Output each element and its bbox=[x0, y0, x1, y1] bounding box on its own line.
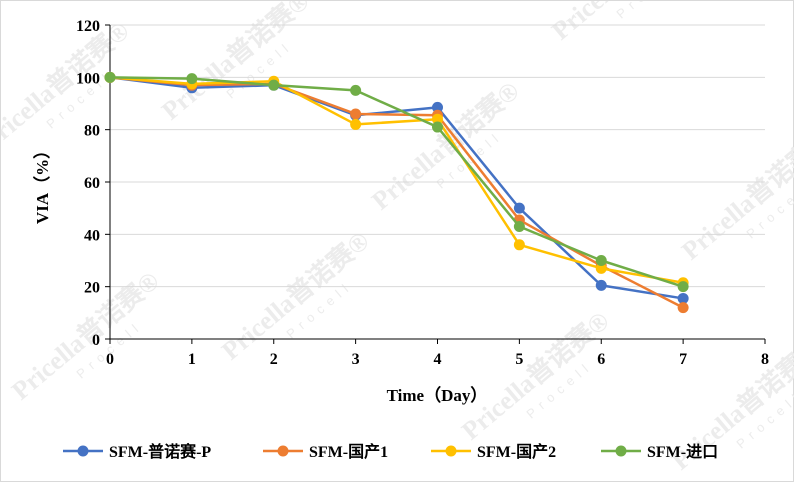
data-point bbox=[350, 118, 362, 130]
series-line bbox=[109, 76, 684, 284]
x-tick-label: 5 bbox=[515, 351, 523, 368]
legend-marker bbox=[445, 445, 457, 457]
y-tick-label: 0 bbox=[92, 332, 100, 349]
x-tick-label: 6 bbox=[597, 351, 605, 368]
legend-item: SFM-国产2 bbox=[431, 442, 556, 461]
x-tick-label: 2 bbox=[270, 351, 278, 368]
data-point bbox=[677, 302, 689, 314]
data-point bbox=[432, 121, 443, 133]
y-tick-label: 80 bbox=[84, 123, 100, 140]
data-point bbox=[268, 79, 280, 91]
data-point bbox=[595, 262, 607, 274]
series-lines bbox=[104, 71, 689, 314]
data-point bbox=[595, 255, 607, 266]
y-tick-label: 60 bbox=[84, 175, 100, 192]
y-tick-label: 120 bbox=[76, 18, 100, 35]
x-tick-label: 7 bbox=[679, 351, 687, 368]
legend-marker bbox=[615, 445, 627, 457]
data-point bbox=[513, 220, 525, 232]
data-point bbox=[350, 84, 362, 96]
legend-marker bbox=[77, 445, 89, 457]
watermark-text: Pricella普诺赛®Procell bbox=[156, 1, 315, 126]
y-axis-label: VIA（%） bbox=[32, 142, 52, 224]
watermark-text: Pricella普诺赛®Procell bbox=[676, 125, 794, 265]
legend-label: SFM-国产1 bbox=[309, 442, 388, 461]
watermark-text: Pricella普诺赛®Procell bbox=[366, 75, 525, 215]
y-tick-label: 40 bbox=[84, 227, 100, 244]
series-4 bbox=[104, 71, 689, 293]
data-point bbox=[677, 292, 689, 304]
legend-item: SFM-普诺赛-P bbox=[63, 442, 211, 461]
x-axis-label: Time（Day） bbox=[387, 385, 488, 405]
data-point bbox=[186, 73, 198, 85]
data-point bbox=[350, 108, 362, 120]
legend-item: SFM-进口 bbox=[601, 443, 718, 461]
x-tick-label: 0 bbox=[106, 351, 114, 368]
y-tick-label: 100 bbox=[76, 70, 100, 87]
svg-text:Pricella普诺赛®: Pricella普诺赛® bbox=[216, 225, 375, 365]
legend-marker bbox=[277, 445, 289, 457]
series-line bbox=[109, 76, 684, 309]
watermark-text: Pricella普诺赛®Procell bbox=[456, 305, 615, 445]
svg-text:Pricella普诺赛®: Pricella普诺赛® bbox=[1, 15, 135, 155]
legend-label: SFM-国产2 bbox=[477, 442, 556, 461]
svg-text:Procell: Procell bbox=[613, 1, 685, 22]
data-point bbox=[432, 101, 443, 113]
watermark-text: Pricella普诺赛®Procell bbox=[216, 225, 375, 365]
y-tick-label: 20 bbox=[84, 280, 100, 297]
legend: SFM-普诺赛-P SFM-国产1 SFM-国产2 SFM-进口 bbox=[63, 442, 718, 461]
data-point bbox=[432, 113, 443, 125]
svg-text:Pricella普诺赛®: Pricella普诺赛® bbox=[456, 305, 615, 445]
watermark-text: Pricella普诺赛®Procell bbox=[546, 1, 705, 46]
data-point bbox=[677, 281, 689, 293]
series-line bbox=[109, 76, 684, 300]
legend-label: SFM-进口 bbox=[647, 443, 718, 461]
data-point bbox=[513, 202, 525, 214]
data-point bbox=[104, 71, 116, 83]
x-tick-label: 8 bbox=[761, 351, 769, 368]
x-tick-label: 4 bbox=[434, 351, 442, 368]
data-point bbox=[513, 239, 525, 251]
x-tick-label: 3 bbox=[352, 351, 360, 368]
svg-text:Pricella普诺赛®: Pricella普诺赛® bbox=[156, 1, 315, 126]
watermark-text: Pricella普诺赛®Procell bbox=[1, 15, 135, 155]
legend-item: SFM-国产1 bbox=[263, 442, 388, 461]
x-tick-label: 1 bbox=[188, 351, 196, 368]
data-point bbox=[595, 279, 607, 291]
svg-text:Pricella普诺赛®: Pricella普诺赛® bbox=[676, 125, 794, 265]
series-line bbox=[109, 76, 684, 288]
legend-label: SFM-普诺赛-P bbox=[109, 442, 211, 461]
